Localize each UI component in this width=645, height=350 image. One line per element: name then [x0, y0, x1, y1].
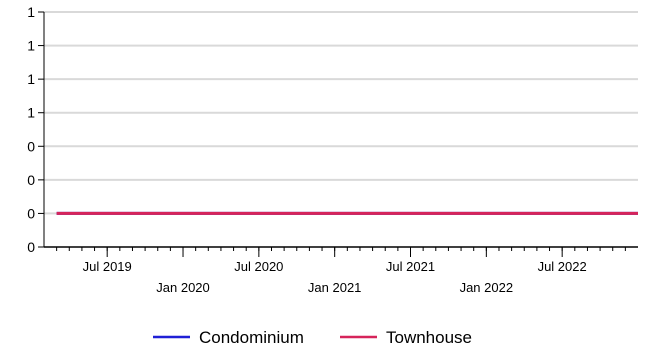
y-tick-label: 1 [27, 71, 35, 87]
y-tick-label: 0 [27, 239, 35, 255]
axes: 1 1 1 1 0 0 0 0 Jul 2019 Jul 2020 Jul 2021 Jul 2022… [27, 4, 638, 295]
x-tick-label: Jan 2021 [308, 280, 362, 295]
legend: Condominium Townhouse [153, 328, 472, 347]
y-tick-label: 1 [27, 105, 35, 121]
y-tick-label: 0 [27, 205, 35, 221]
legend-label-townhouse: Townhouse [386, 328, 472, 347]
x-tick-label: Jan 2022 [460, 280, 514, 295]
x-tick-label: Jan 2020 [156, 280, 210, 295]
legend-label-condominium: Condominium [199, 328, 304, 347]
x-tick-label: Jul 2021 [386, 259, 435, 274]
x-tick-label: Jul 2022 [538, 259, 587, 274]
x-tick-label: Jul 2019 [83, 259, 132, 274]
y-tick-label: 0 [27, 138, 35, 154]
x-tick-label: Jul 2020 [234, 259, 283, 274]
y-tick-label: 0 [27, 172, 35, 188]
y-tick-label: 1 [27, 38, 35, 54]
grid-lines [44, 11, 638, 215]
y-tick-label: 1 [27, 4, 35, 20]
